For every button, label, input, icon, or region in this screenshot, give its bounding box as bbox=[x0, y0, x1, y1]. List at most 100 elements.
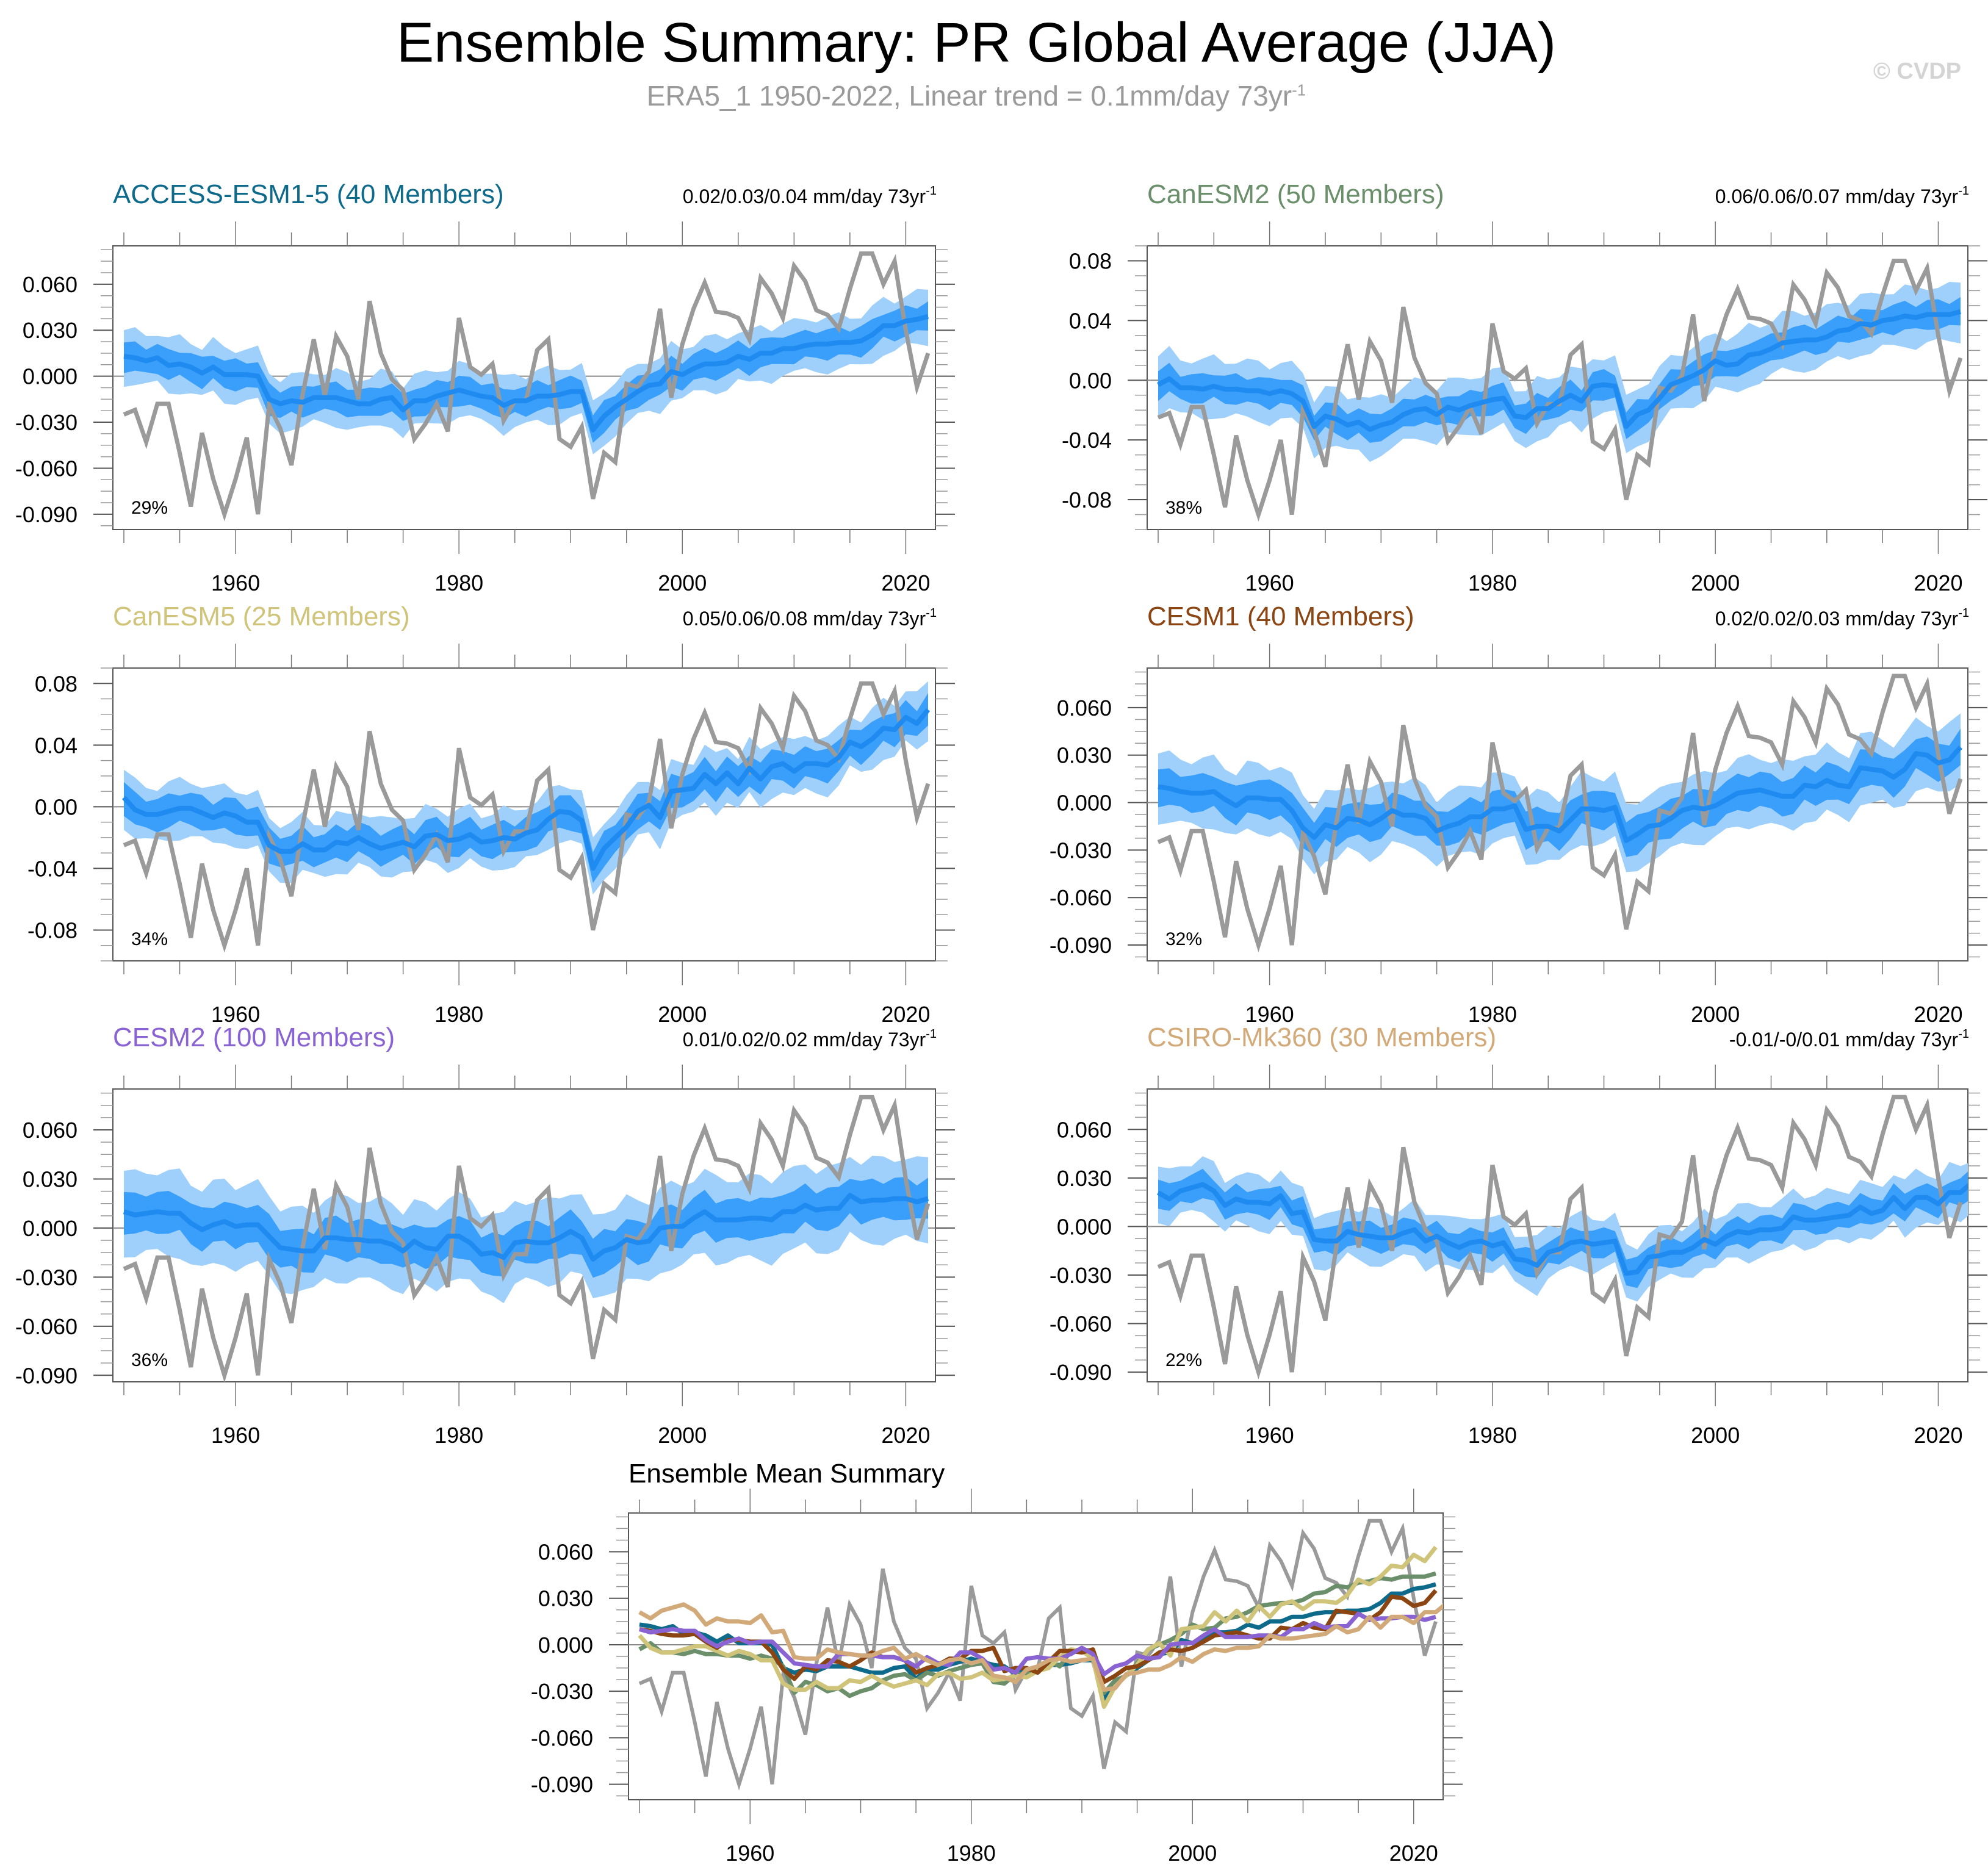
panel-5-series-group bbox=[123, 1094, 931, 1382]
panel-2-trend-superscript: -1 bbox=[1958, 184, 1969, 198]
panel-6-plot-frame bbox=[1147, 1088, 1968, 1382]
panel-3-y-tick-label: 0.08 bbox=[35, 671, 77, 696]
summary-y-tick-label: -0.030 bbox=[531, 1679, 593, 1704]
panel-5-x-tick-label: 1980 bbox=[434, 1423, 483, 1448]
panel-5-x-tick-label: 2000 bbox=[658, 1423, 707, 1448]
panel-5-observation-line bbox=[123, 1094, 931, 1382]
panel-1-series-group bbox=[123, 251, 931, 522]
panel-1-y-tick-label: -0.090 bbox=[15, 502, 77, 527]
panel-2-percent-label: 38% bbox=[1165, 498, 1202, 518]
panel-3-x-tick-label: 1980 bbox=[434, 1002, 483, 1027]
panel-5-inner-spread-band bbox=[124, 1177, 928, 1278]
model-panel: 1960 1980 2000 2020 0.08 0.04 0.00 -0.04 -0.08 Ca… bbox=[1062, 179, 1987, 595]
panel-6-y-tick-label: 0.030 bbox=[1057, 1166, 1112, 1191]
panel-1-y-tick-label: 0.030 bbox=[23, 318, 77, 343]
panel-4-y-tick-label: -0.030 bbox=[1050, 838, 1112, 863]
summary-x-tick-label: 2020 bbox=[1389, 1841, 1438, 1866]
panel-4-title: CESM1 (40 Members) bbox=[1147, 602, 1414, 631]
panel-5-x-tick-label: 1960 bbox=[211, 1423, 260, 1448]
panel-6-observation-line bbox=[1157, 1094, 1963, 1380]
model-panel: 1960 1980 2000 2020 0.060 0.030 0.000 -0.030 -0.… bbox=[15, 179, 955, 595]
summary-mean-line-5 bbox=[639, 1611, 1436, 1677]
panel-6-title: CSIRO-Mk360 (30 Members) bbox=[1147, 1022, 1496, 1052]
panel-3-x-tick-label: 2000 bbox=[658, 1002, 707, 1027]
cvdp-watermark: © CVDP bbox=[1873, 59, 1961, 84]
panel-1-y-tick-label: -0.060 bbox=[15, 456, 77, 481]
panel-4-y-tick-label: 0.030 bbox=[1057, 743, 1112, 768]
panel-3-percent-label: 34% bbox=[131, 929, 168, 949]
summary-x-tick-label: 1960 bbox=[726, 1841, 774, 1866]
summary-y-tick-label: 0.060 bbox=[538, 1540, 593, 1565]
panel-5-y-tick-label: -0.060 bbox=[15, 1314, 77, 1339]
panel-1-y-tick-label: 0.060 bbox=[23, 272, 77, 297]
panel-3-y-tick-label: 0.04 bbox=[35, 733, 77, 758]
model-panel: 1960 1980 2000 2020 0.060 0.030 0.000 -0.030 -0.… bbox=[1050, 1022, 1987, 1448]
panel-1-y-tick-label: -0.030 bbox=[15, 410, 77, 435]
panel-3-y-tick-label: -0.08 bbox=[27, 918, 77, 943]
panel-5-y-tick-label: -0.030 bbox=[15, 1265, 77, 1290]
panel-1-x-tick-label: 1980 bbox=[434, 570, 483, 595]
panel-3-x-tick-label: 1960 bbox=[211, 1002, 260, 1027]
panel-4-y-tick-label: 0.000 bbox=[1057, 791, 1112, 816]
panel-6-x-tick-label: 1960 bbox=[1245, 1423, 1294, 1448]
model-panel: 1960 1980 2000 2020 0.08 0.04 0.00 -0.04 -0.08 Ca… bbox=[27, 602, 955, 1027]
panel-2-inner-spread-band bbox=[1158, 296, 1961, 443]
summary-y-tick-label: 0.000 bbox=[538, 1633, 593, 1658]
summary-x-tick-label: 2000 bbox=[1168, 1841, 1217, 1866]
panel-2-title: CanESM2 (50 Members) bbox=[1147, 179, 1444, 209]
summary-title: Ensemble Mean Summary bbox=[628, 1459, 945, 1489]
panel-4-percent-label: 32% bbox=[1165, 929, 1202, 949]
panel-6-series-group bbox=[1156, 1094, 1968, 1380]
figure-subtitle: ERA5_1 1950-2022, Linear trend = 0.1mm/d… bbox=[0, 79, 1953, 112]
panel-5-trend-text: 0.01/0.02/0.02 mm/day 73yr-1 bbox=[683, 1027, 937, 1051]
panel-4-trend-text: 0.02/0.02/0.03 mm/day 73yr-1 bbox=[1715, 606, 1969, 630]
panel-5-plot-frame bbox=[112, 1088, 936, 1382]
panel-2-ensemble-mean-line bbox=[1157, 309, 1962, 432]
summary-panel: 1960 1980 2000 2020 0.060 0.030 0.000 -0.030 -0.… bbox=[531, 1459, 1463, 1866]
summary-observation-line bbox=[638, 1518, 1438, 1791]
panel-4-trend-superscript: -1 bbox=[1958, 606, 1969, 620]
panel-5-x-tick-label: 2020 bbox=[881, 1423, 930, 1448]
summary-y-tick-label: -0.060 bbox=[531, 1725, 593, 1750]
panel-4-y-tick-label: 0.060 bbox=[1057, 695, 1112, 721]
panel-1-trend-text: 0.02/0.03/0.04 mm/day 73yr-1 bbox=[683, 184, 937, 207]
panel-2-trend-text: 0.06/0.06/0.07 mm/day 73yr-1 bbox=[1715, 184, 1969, 207]
model-panel: 1960 1980 2000 2020 0.060 0.030 0.000 -0.030 -0.… bbox=[15, 1022, 955, 1448]
panel-1-trend-superscript: -1 bbox=[926, 184, 937, 198]
panel-3-trend-text: 0.05/0.06/0.08 mm/day 73yr-1 bbox=[683, 606, 937, 630]
panel-6-inner-spread-band bbox=[1158, 1168, 1968, 1288]
panel-4-x-tick-label: 2020 bbox=[1914, 1002, 1962, 1027]
panel-4-series-group bbox=[1157, 674, 1963, 953]
summary-x-tick-label: 1980 bbox=[947, 1841, 996, 1866]
panel-4-ensemble-mean-line bbox=[1158, 746, 1963, 843]
panel-6-y-tick-label: -0.060 bbox=[1050, 1312, 1112, 1337]
summary-mean-line-4 bbox=[639, 1589, 1438, 1684]
subtitle-superscript: -1 bbox=[1292, 81, 1306, 99]
panel-2-y-tick-label: 0.00 bbox=[1069, 368, 1112, 393]
summary-y-tick-label: 0.030 bbox=[538, 1586, 593, 1611]
panel-6-trend-superscript: -1 bbox=[1958, 1027, 1969, 1041]
panel-2-x-tick-label: 2020 bbox=[1914, 570, 1962, 595]
panel-2-x-tick-label: 1980 bbox=[1468, 570, 1517, 595]
panel-4-x-tick-label: 1960 bbox=[1245, 1002, 1294, 1027]
panel-5-y-tick-label: -0.090 bbox=[15, 1363, 77, 1388]
panel-6-y-tick-label: -0.090 bbox=[1050, 1360, 1112, 1385]
panel-2-plot-frame bbox=[1147, 245, 1968, 530]
panel-3-title: CanESM5 (25 Members) bbox=[113, 602, 410, 631]
panel-6-x-tick-label: 2020 bbox=[1914, 1423, 1962, 1448]
panel-5-percent-label: 36% bbox=[131, 1350, 168, 1370]
panel-2-x-tick-label: 1960 bbox=[1245, 570, 1294, 595]
panel-5-trend-superscript: -1 bbox=[926, 1027, 937, 1041]
panel-1-x-tick-label: 2020 bbox=[881, 570, 930, 595]
panel-3-ensemble-mean-line bbox=[122, 708, 931, 871]
panel-4-y-tick-label: -0.090 bbox=[1050, 933, 1112, 958]
panel-1-x-tick-label: 2000 bbox=[658, 570, 707, 595]
panel-2-observation-line bbox=[1157, 259, 1963, 522]
panel-6-y-tick-label: 0.000 bbox=[1057, 1214, 1112, 1239]
panel-6-y-tick-label: -0.030 bbox=[1050, 1263, 1112, 1288]
panel-1-title: ACCESS-ESM1-5 (40 Members) bbox=[113, 179, 504, 209]
panel-5-ensemble-mean-line bbox=[123, 1193, 929, 1262]
panel-3-y-tick-label: -0.04 bbox=[27, 856, 77, 881]
model-panel: 1960 1980 2000 2020 0.060 0.030 0.000 -0.030 -0.… bbox=[1050, 602, 1987, 1027]
